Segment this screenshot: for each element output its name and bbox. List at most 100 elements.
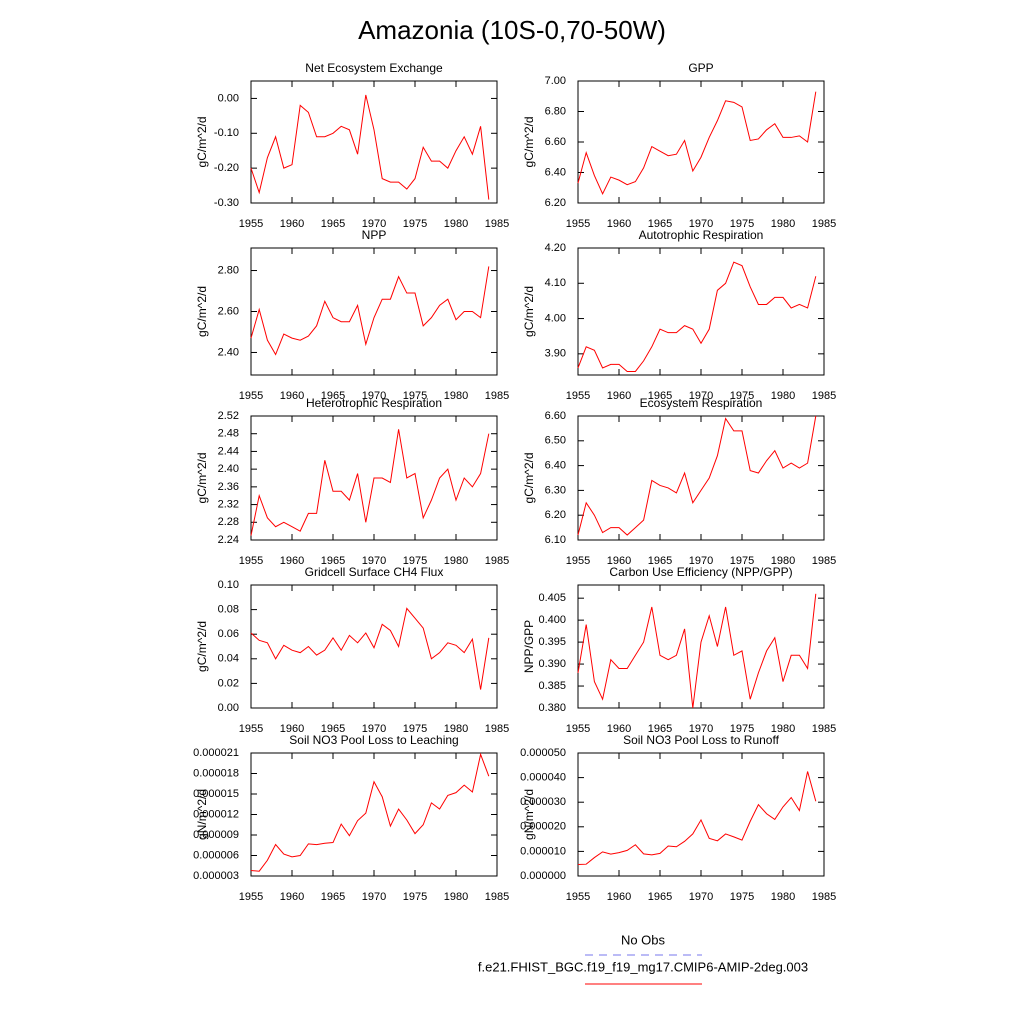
x-tick-label: 1985 (812, 723, 836, 735)
x-tick-label: 1970 (689, 723, 713, 735)
y-tick-label: 0.405 (538, 592, 566, 604)
x-tick-label: 1985 (812, 390, 836, 402)
plot-frame (577, 752, 825, 877)
panel-title: Carbon Use Efficiency (NPP/GPP) (609, 565, 792, 579)
panel-title: Gridcell Surface CH4 Flux (305, 565, 444, 579)
legend-label: No Obs (621, 932, 666, 947)
data-line (250, 752, 490, 872)
x-tick-label: 1970 (362, 555, 386, 567)
y-tick-label: 0.02 (218, 677, 239, 689)
y-tick-label: 2.80 (218, 264, 239, 276)
y-tick-label: 6.60 (545, 410, 566, 422)
y-tick-label: 4.10 (545, 277, 566, 289)
y-tick-label: 0.08 (218, 604, 239, 616)
x-tick-label: 1960 (607, 390, 631, 402)
y-tick-label: 2.44 (218, 445, 239, 457)
panel: Gridcell Surface CH4 Flux gC/m^2/d 1955 196… (195, 565, 509, 735)
plot-frame (577, 584, 825, 709)
x-tick-label: 1975 (730, 555, 754, 567)
y-tick-label: 0.390 (538, 658, 566, 670)
x-tick-label: 1955 (239, 218, 263, 230)
x-tick-label: 1980 (444, 218, 468, 230)
y-axis-label: gC/m^2/d (522, 286, 536, 337)
y-tick-label: 2.32 (218, 498, 239, 510)
x-tick-label: 1975 (403, 218, 427, 230)
panel-title: GPP (688, 61, 713, 75)
x-tick-label: 1985 (485, 555, 509, 567)
y-tick-label: 0.000003 (193, 870, 239, 882)
y-tick-label: 0.000020 (520, 821, 566, 833)
y-tick-label: 0.04 (218, 653, 239, 665)
x-tick-label: 1965 (648, 891, 672, 903)
x-tick-label: 1985 (485, 218, 509, 230)
y-tick-label: 6.80 (545, 105, 566, 117)
x-tick-label: 1970 (362, 891, 386, 903)
panel-title: Ecosystem Respiration (640, 396, 763, 410)
data-line (577, 91, 817, 196)
y-tick-label: 2.40 (218, 346, 239, 358)
y-axis-label: gC/m^2/d (522, 453, 536, 504)
panel: Soil NO3 Pool Loss to Leaching gN/m^2/d 19… (193, 733, 509, 903)
x-tick-label: 1960 (607, 218, 631, 230)
panel: Heterotrophic Respiration gC/m^2/d 1955 196… (195, 396, 509, 567)
data-line (250, 607, 490, 690)
plot-frame (577, 80, 825, 204)
x-tick-label: 1985 (485, 390, 509, 402)
y-tick-label: 3.90 (545, 348, 566, 360)
figure-title: Amazonia (10S-0,70-50W) (358, 15, 666, 45)
x-tick-label: 1975 (403, 555, 427, 567)
x-tick-label: 1960 (280, 390, 304, 402)
panel-title: Soil NO3 Pool Loss to Runoff (623, 733, 780, 747)
x-tick-label: 1970 (689, 218, 713, 230)
x-tick-label: 1985 (812, 891, 836, 903)
x-tick-label: 1980 (771, 218, 795, 230)
x-tick-label: 1965 (648, 555, 672, 567)
x-tick-label: 1980 (444, 723, 468, 735)
x-tick-label: 1955 (239, 555, 263, 567)
x-tick-label: 1960 (280, 218, 304, 230)
x-tick-label: 1965 (648, 218, 672, 230)
x-tick-label: 1985 (812, 555, 836, 567)
y-tick-label: 0.000021 (193, 747, 239, 759)
panel-title: Autotrophic Respiration (639, 228, 764, 242)
y-tick-label: 0.400 (538, 614, 566, 626)
data-line (577, 593, 817, 709)
panel-title: Heterotrophic Respiration (306, 396, 442, 410)
plot-frame (250, 80, 498, 204)
x-tick-label: 1985 (485, 891, 509, 903)
x-tick-label: 1980 (771, 555, 795, 567)
y-tick-label: 0.000010 (520, 845, 566, 857)
x-tick-label: 1955 (566, 891, 590, 903)
x-tick-label: 1965 (321, 555, 345, 567)
y-tick-label: 0.000040 (520, 772, 566, 784)
y-tick-label: 2.48 (218, 428, 239, 440)
x-tick-label: 1960 (280, 891, 304, 903)
data-line (250, 94, 490, 200)
x-tick-label: 1975 (730, 723, 754, 735)
x-tick-label: 1970 (362, 218, 386, 230)
plot-frame (250, 247, 498, 376)
y-tick-label: 0.10 (218, 579, 239, 591)
y-tick-label: 0.06 (218, 628, 239, 640)
y-tick-label: 6.50 (545, 435, 566, 447)
y-tick-label: 6.20 (545, 197, 566, 209)
y-tick-label: 0.000015 (193, 788, 239, 800)
x-tick-label: 1975 (403, 891, 427, 903)
y-axis-label: gC/m^2/d (195, 453, 209, 504)
y-tick-label: 0.380 (538, 702, 566, 714)
x-tick-label: 1955 (239, 723, 263, 735)
x-tick-label: 1980 (444, 555, 468, 567)
legend-label: f.e21.FHIST_BGC.f19_f19_mg17.CMIP6-AMIP-… (478, 959, 808, 974)
y-tick-label: 0.00 (218, 702, 239, 714)
x-tick-label: 1985 (485, 723, 509, 735)
x-tick-label: 1975 (403, 390, 427, 402)
y-tick-label: 0.000012 (193, 808, 239, 820)
x-tick-label: 1965 (321, 723, 345, 735)
plot-frame (577, 415, 825, 541)
x-tick-label: 1985 (812, 218, 836, 230)
y-tick-label: 6.40 (545, 166, 566, 178)
y-tick-label: 0.395 (538, 636, 566, 648)
y-tick-label: 6.20 (545, 509, 566, 521)
panel-title: Soil NO3 Pool Loss to Leaching (289, 733, 458, 747)
